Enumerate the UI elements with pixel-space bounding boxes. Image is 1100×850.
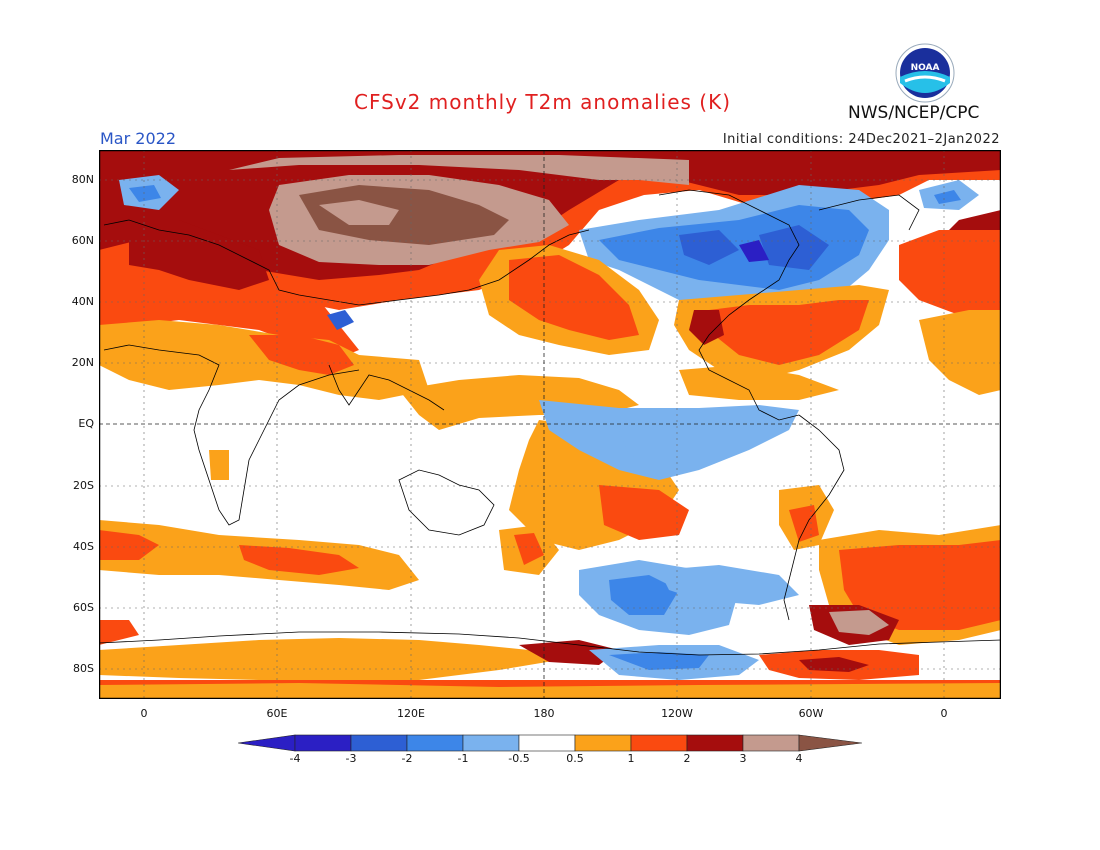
lat-label-40n: 40N — [71, 295, 94, 308]
lon-label-120w: 120W — [661, 707, 693, 720]
lon-label-180: 180 — [533, 707, 555, 720]
colorbar-swatch-minus4-minus3 — [294, 734, 352, 752]
colorbar-label-3: 3 — [739, 752, 747, 765]
initial-conditions: Initial conditions: 24Dec2021–2Jan2022 — [722, 132, 1000, 147]
colorbar-swatch-minus2-minus1 — [406, 734, 464, 752]
lat-label-60n: 60N — [71, 234, 94, 247]
colorbar-label-minus05: -0.5 — [508, 752, 530, 765]
forecast-month: Mar 2022 — [100, 129, 176, 148]
colorbar — [238, 734, 862, 752]
colorbar-swatch-3-4 — [742, 734, 800, 752]
lat-label-20s: 20S — [73, 479, 94, 492]
lat-label-60s: 60S — [73, 601, 94, 614]
lat-label-20n: 20N — [71, 356, 94, 369]
colorbar-label-minus3: -3 — [345, 752, 357, 765]
colorbar-swatch-minus3-minus2 — [350, 734, 408, 752]
noaa-logo-icon: NOAA — [895, 43, 955, 103]
colorbar-label-1: 1 — [627, 752, 635, 765]
colorbar-swatch-05-1 — [574, 734, 632, 752]
colorbar-label-05: 0.5 — [566, 752, 584, 765]
colorbar-swatch-1-2 — [630, 734, 688, 752]
lat-label-80s: 80S — [73, 662, 94, 675]
colorbar-label-minus1: -1 — [457, 752, 469, 765]
colorbar-swatch-2-3 — [686, 734, 744, 752]
lon-label-0-east: 0 — [940, 707, 948, 720]
agency-label: NWS/NCEP/CPC — [848, 103, 980, 123]
colorbar-swatch-minus1-minus05 — [462, 734, 520, 752]
colorbar-label-minus4: -4 — [289, 752, 301, 765]
lon-label-0-west: 0 — [140, 707, 148, 720]
colorbar-label-2: 2 — [683, 752, 691, 765]
colorbar-swatch-above-4 — [798, 734, 862, 752]
colorbar-swatch-minus05-05 — [518, 734, 576, 752]
lon-label-120e: 120E — [397, 707, 425, 720]
svg-text:NOAA: NOAA — [911, 63, 940, 73]
lat-label-40s: 40S — [73, 540, 94, 553]
colorbar-swatch-below-minus4 — [238, 734, 296, 752]
map-title: CFSv2 monthly T2m anomalies (K) — [354, 90, 731, 114]
lat-label-80n: 80N — [71, 173, 94, 186]
lon-label-60e: 60E — [266, 707, 288, 720]
lon-label-60w: 60W — [798, 707, 824, 720]
colorbar-label-minus2: -2 — [401, 752, 413, 765]
anomaly-map — [99, 150, 1001, 699]
colorbar-label-4: 4 — [795, 752, 803, 765]
lat-label-eq: EQ — [78, 417, 94, 430]
